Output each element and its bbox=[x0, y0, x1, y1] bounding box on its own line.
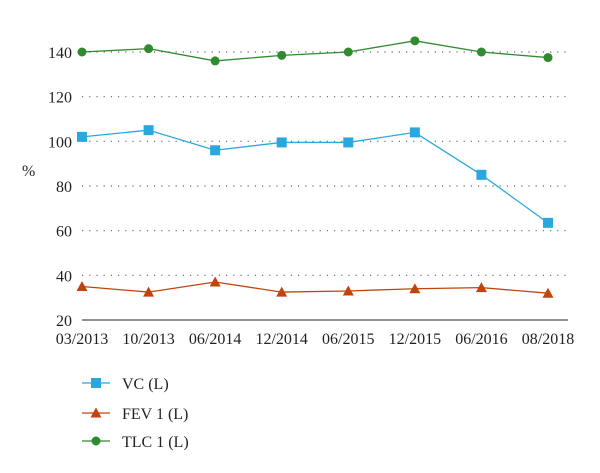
legend-label-vc: VC (L) bbox=[122, 376, 169, 393]
data-point-tlc bbox=[543, 53, 553, 63]
data-point-fev bbox=[276, 286, 288, 297]
y-tick-label: 20 bbox=[56, 313, 72, 330]
data-point-tlc bbox=[77, 47, 87, 57]
data-point-fev bbox=[143, 286, 155, 297]
data-point-tlc bbox=[277, 50, 287, 60]
x-axis-ticks: 03/2013 10/2013 06/2014 12/2014 06/2015 12/20… bbox=[56, 331, 574, 348]
x-tick-label: 06/2016 bbox=[455, 331, 507, 348]
x-tick-label: 12/2015 bbox=[389, 331, 441, 348]
data-point-fev bbox=[542, 287, 554, 298]
data-point-tlc bbox=[476, 47, 486, 57]
data-point-vc bbox=[210, 145, 221, 156]
y-axis-label: % bbox=[22, 163, 35, 180]
data-point-vc bbox=[476, 169, 487, 180]
series-line-vc bbox=[81, 129, 549, 224]
y-axis-ticks: 20 40 60 80 100 120 140 bbox=[48, 45, 72, 330]
data-point-fev bbox=[76, 281, 88, 291]
data-point-tlc bbox=[210, 56, 220, 66]
series-line-tlc bbox=[81, 40, 549, 62]
x-tick-label: 03/2013 bbox=[56, 331, 108, 348]
y-tick-label: 40 bbox=[56, 268, 72, 285]
legend-label-tlc: TLC 1 (L) bbox=[122, 434, 189, 451]
x-tick-label: 12/2014 bbox=[255, 331, 307, 348]
data-point-tlc bbox=[343, 47, 353, 57]
data-point-tlc bbox=[144, 44, 154, 54]
data-point-vc bbox=[143, 125, 154, 136]
grid-lines bbox=[82, 51, 568, 321]
y-tick-label: 60 bbox=[56, 224, 72, 241]
data-point-vc bbox=[543, 217, 553, 228]
data-point-vc bbox=[409, 127, 420, 138]
data-point-vc bbox=[343, 137, 354, 148]
y-tick-label: 100 bbox=[48, 134, 72, 151]
legend-label-fev: FEV 1 (L) bbox=[122, 406, 188, 423]
data-point-fev bbox=[475, 282, 487, 293]
y-tick-label: 120 bbox=[48, 90, 72, 107]
x-tick-label: 08/2018 bbox=[522, 331, 574, 348]
data-point-vc bbox=[276, 137, 287, 148]
series-group bbox=[76, 36, 554, 298]
legend-marker-vc bbox=[91, 378, 101, 388]
series-line-fev bbox=[81, 281, 549, 294]
data-point-fev bbox=[342, 285, 354, 296]
data-point-fev bbox=[409, 283, 421, 294]
y-tick-label: 140 bbox=[48, 45, 72, 62]
legend-marker-fev bbox=[90, 407, 102, 418]
x-tick-label: 06/2014 bbox=[189, 331, 241, 348]
x-tick-label: 06/2015 bbox=[322, 331, 374, 348]
legend: VC (L) FEV 1 (L) TLC 1 (L) bbox=[82, 376, 189, 451]
data-point-vc bbox=[77, 131, 87, 142]
y-tick-label: 80 bbox=[56, 179, 72, 196]
data-point-fev bbox=[209, 276, 221, 287]
legend-marker-tlc bbox=[91, 436, 101, 446]
data-point-tlc bbox=[410, 36, 420, 46]
x-tick-label: 10/2013 bbox=[122, 331, 174, 348]
